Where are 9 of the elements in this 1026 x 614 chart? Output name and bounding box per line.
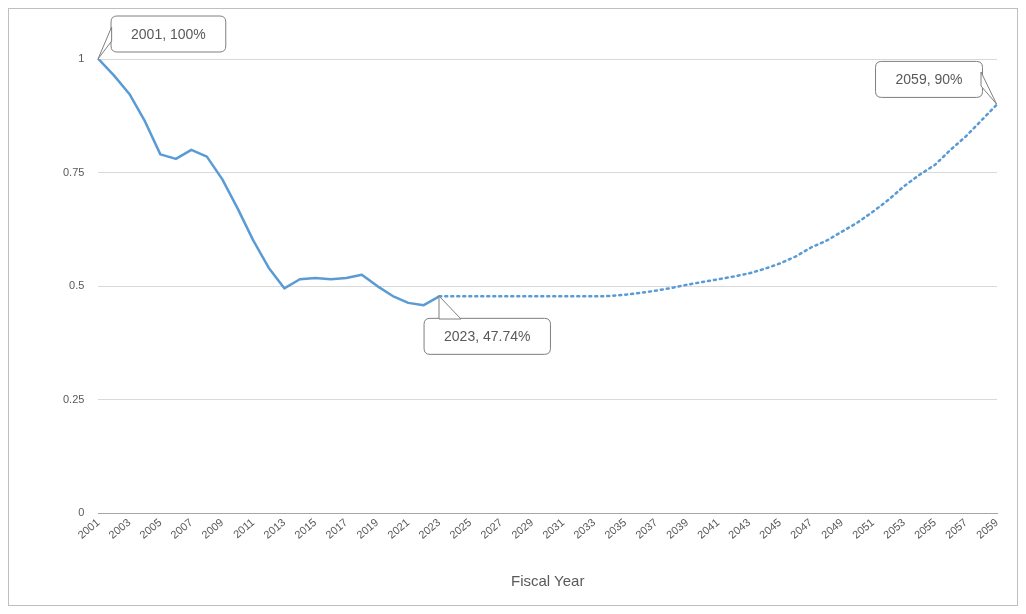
x-axis-title: Fiscal Year	[511, 572, 585, 590]
y-tick-label: 0.25	[62, 392, 85, 405]
annotation: 2059, 90%	[895, 71, 963, 88]
annotation: 2001, 100%	[131, 25, 206, 42]
annotation: 2023, 47.74%	[444, 328, 531, 345]
y-tick-label: 0	[78, 506, 85, 519]
y-tick-label: 0.5	[69, 279, 85, 292]
y-tick-label: 1	[78, 52, 85, 65]
y-tick-label: 0.75	[62, 165, 85, 178]
